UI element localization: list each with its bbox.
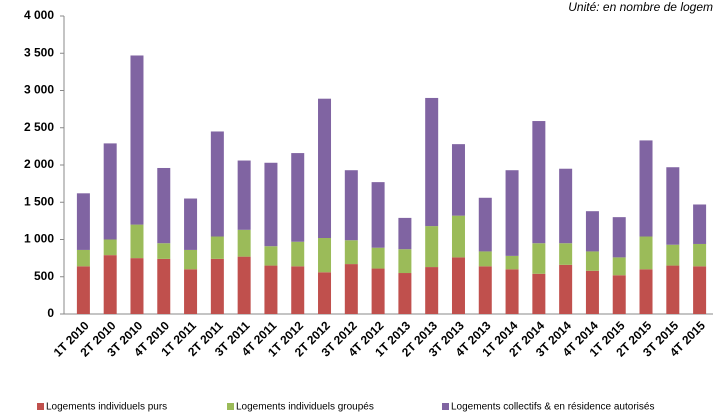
bar-segment — [425, 226, 439, 268]
bar-segment — [478, 266, 492, 314]
bar-segment — [237, 160, 251, 230]
bar-segment — [505, 255, 519, 270]
bar-segment — [184, 249, 198, 270]
bar-segment — [451, 257, 465, 314]
y-tick-label: 4 000 — [24, 8, 54, 22]
bar-segment — [639, 140, 653, 237]
bar-segment — [291, 266, 305, 314]
bar-segment — [612, 217, 626, 258]
bar-segment — [639, 269, 653, 314]
bar-segment — [184, 269, 198, 314]
bar-segment — [210, 131, 224, 237]
bar-segment — [451, 215, 465, 258]
bar-segment — [532, 273, 546, 314]
legend-swatch — [442, 403, 449, 410]
bar-segment — [559, 168, 573, 244]
y-tick-label: 1 000 — [24, 232, 54, 246]
bar-segment — [398, 249, 412, 274]
bar-segment — [666, 244, 680, 266]
bar-segment — [318, 98, 332, 239]
bar-segment — [693, 243, 707, 267]
y-tick-label: 3 000 — [24, 83, 54, 97]
bar-segment — [398, 273, 412, 314]
bar-segment — [184, 198, 198, 250]
bar-segment — [291, 153, 305, 242]
annotation: Unité: en nombre de logem — [568, 0, 713, 14]
bar-segment — [264, 246, 278, 266]
bar-segment — [344, 264, 358, 314]
y-tick-label: 3 500 — [24, 45, 54, 59]
bar-segment — [237, 256, 251, 314]
bar-segment — [344, 240, 358, 265]
bar-segment — [693, 204, 707, 244]
bar-segment — [585, 211, 599, 252]
bar-segment — [76, 193, 90, 250]
bar-segment — [157, 258, 171, 314]
legend-label: Logements collectifs & en résidence auto… — [451, 402, 654, 413]
y-tick-label: 0 — [47, 306, 54, 320]
bar-segment — [237, 229, 251, 257]
bar-segment — [532, 121, 546, 244]
bar-segment — [76, 249, 90, 267]
bar-segment — [371, 247, 385, 269]
bar-segment — [639, 236, 653, 270]
bar-segment — [264, 265, 278, 314]
bar-segment — [157, 167, 171, 244]
bar-segment — [505, 170, 519, 256]
bar-segment — [371, 268, 385, 314]
bar-segment — [398, 217, 412, 250]
legend-swatch — [227, 403, 234, 410]
bar-segment — [318, 238, 332, 273]
bar-segment — [210, 236, 224, 259]
bar-segment — [210, 258, 224, 314]
legend-label: Logements individuels purs — [46, 402, 167, 413]
bar-segment — [318, 272, 332, 314]
bar-segment — [371, 182, 385, 248]
bar-segment — [130, 55, 144, 225]
y-tick-label: 2 000 — [24, 157, 54, 171]
bar-segment — [612, 257, 626, 276]
bar-segment — [666, 265, 680, 314]
bar-segment — [130, 258, 144, 314]
bar-segment — [559, 243, 573, 265]
bar-segment — [693, 266, 707, 314]
bar-segment — [666, 167, 680, 245]
bar-segment — [478, 251, 492, 267]
bar-segment — [103, 239, 117, 256]
bar-segment — [76, 266, 90, 314]
y-tick-label: 2 500 — [24, 120, 54, 134]
bar-segment — [157, 243, 171, 259]
bar-segment — [130, 224, 144, 259]
y-tick-label: 1 500 — [24, 194, 54, 208]
bar-segment — [344, 170, 358, 241]
bar-segment — [478, 197, 492, 252]
legend-swatch — [37, 403, 44, 410]
bar-segment — [612, 275, 626, 314]
y-tick-label: 500 — [34, 269, 54, 283]
bar-segment — [425, 97, 439, 227]
bar-segment — [505, 269, 519, 314]
bar-segment — [264, 162, 278, 247]
bar-segment — [103, 143, 117, 240]
bar-segment — [103, 255, 117, 314]
bar-segment — [585, 270, 599, 314]
bar-segment — [585, 251, 599, 271]
bar-segment — [425, 267, 439, 314]
bar-segment — [532, 243, 546, 274]
bar-segment — [451, 144, 465, 216]
legend-label: Logements individuels groupés — [236, 402, 374, 413]
bar-segment — [559, 264, 573, 314]
bar-segment — [291, 241, 305, 267]
